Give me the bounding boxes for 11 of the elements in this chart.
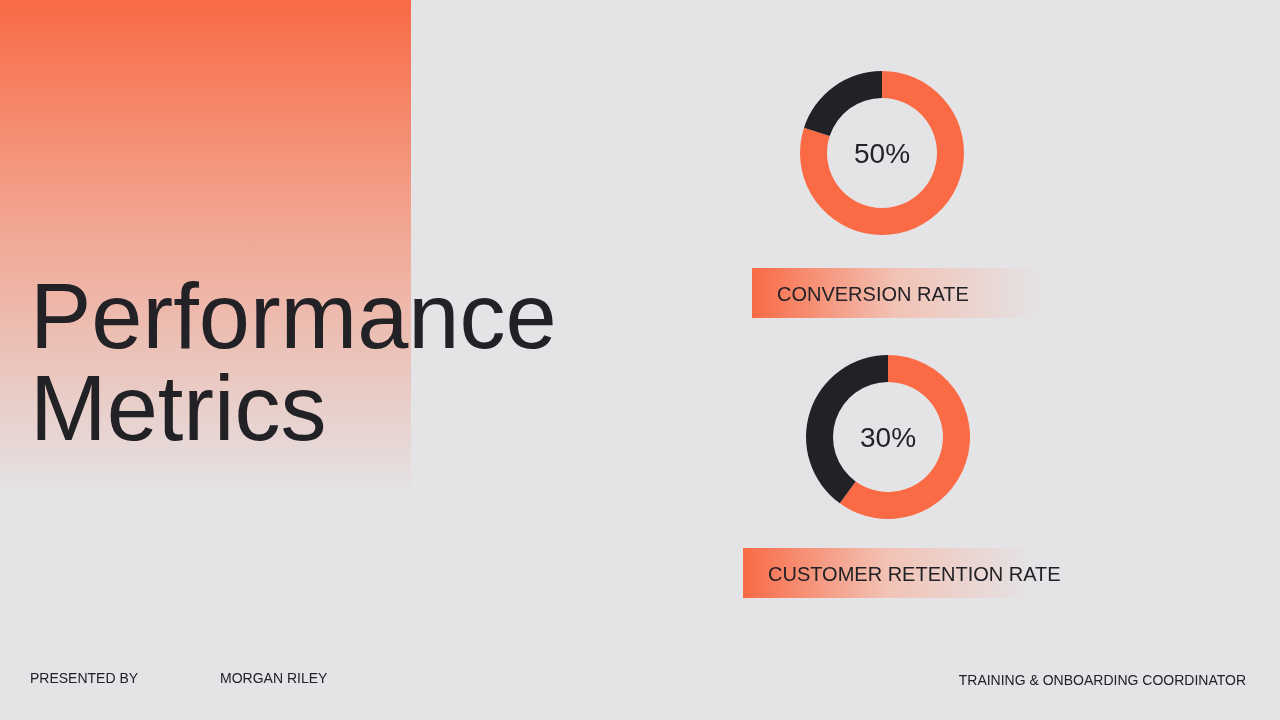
text: Performance Metrics	[30, 265, 557, 459]
donut-slice	[800, 71, 964, 235]
donut-slice	[839, 355, 970, 519]
donut-slice	[804, 71, 882, 136]
text: 30%	[859, 422, 917, 453]
text: TRAINING & ONBOARDING COORDINATOR	[958, 672, 1246, 688]
text: CUSTOMER RETENTION RATE	[768, 563, 1061, 585]
text: MORGAN RILEY	[220, 670, 329, 686]
text: PRESENTED BY	[30, 670, 139, 686]
text: 50%	[853, 138, 911, 169]
text: CONVERSION RATE	[777, 283, 969, 305]
